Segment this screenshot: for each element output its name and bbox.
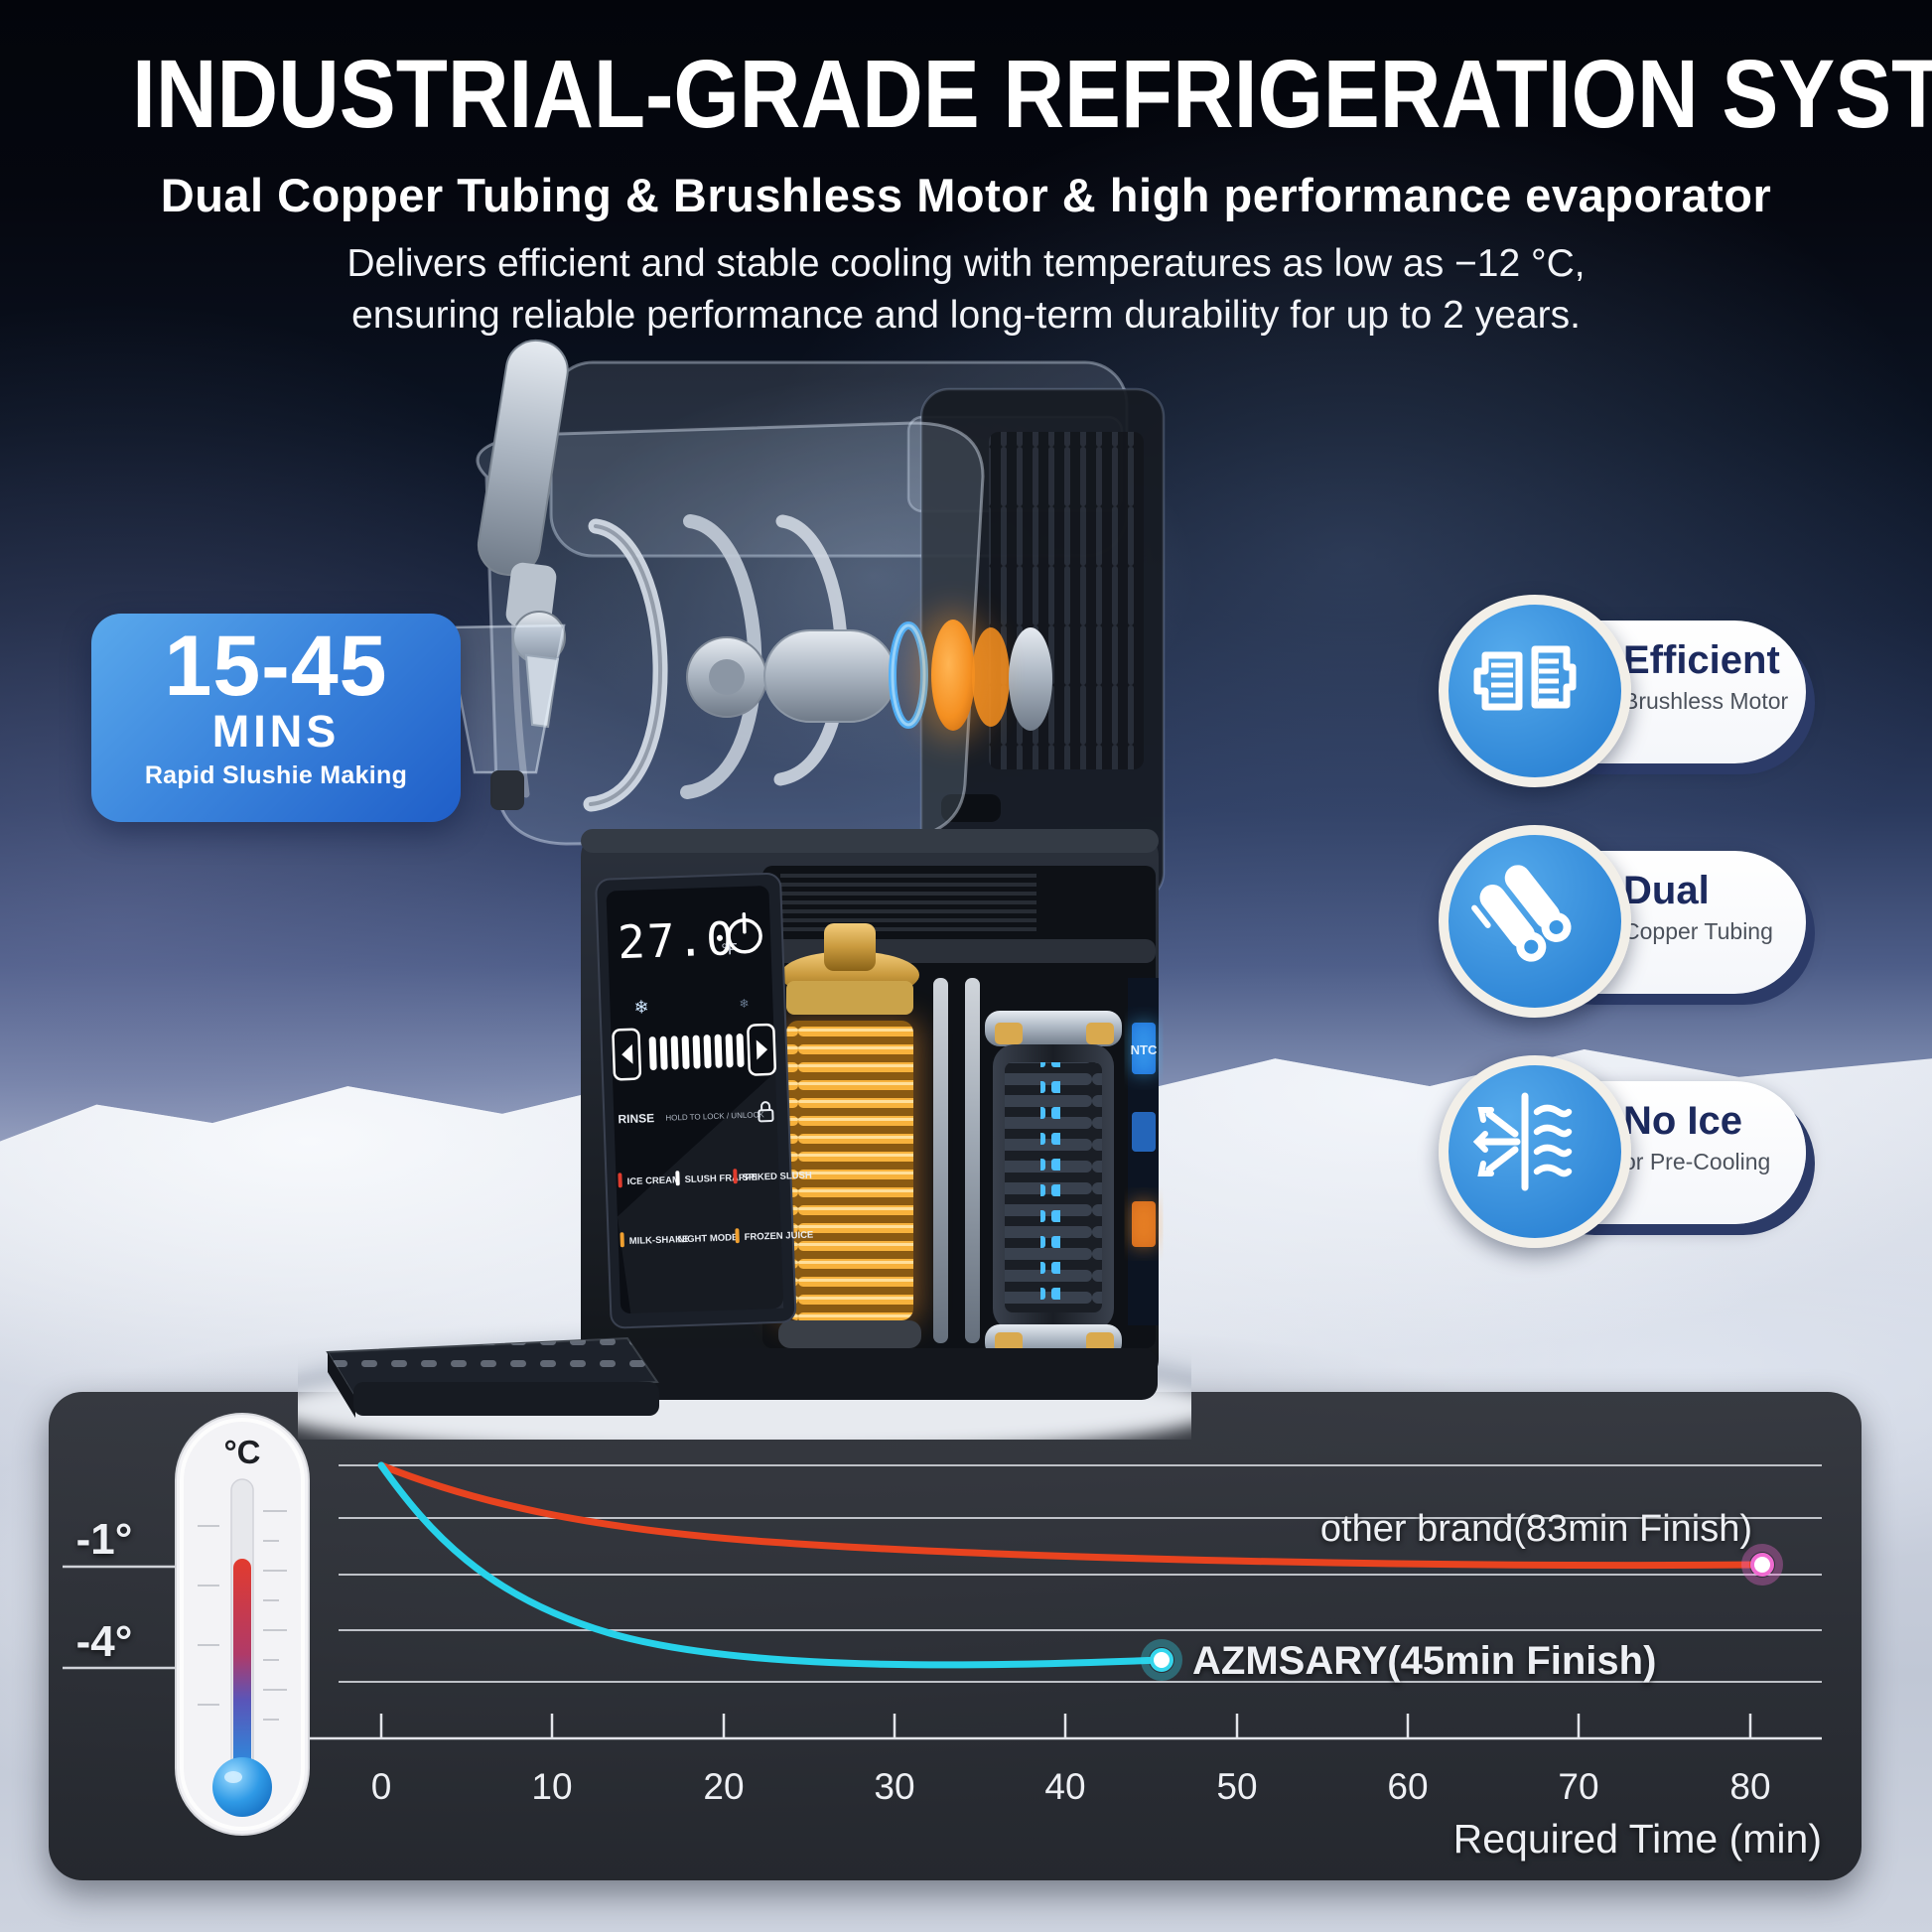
cooling-chart-panel: 0 10 20 30 40 50 60 70 80 Required Time … [49, 1392, 1862, 1880]
y-axis-labels: -1° -4° [63, 1515, 176, 1670]
circuit-board: NTC [1128, 978, 1159, 1325]
header: INDUSTRIAL-GRADE REFRIGERATION SYSTEM Du… [0, 0, 1932, 342]
feature-title: Efficient [1623, 638, 1780, 682]
display-temperature: 27.0 [617, 911, 737, 969]
svg-text:10: 10 [531, 1766, 572, 1807]
mode-frozen-juice[interactable]: FROZEN JUICE [744, 1230, 813, 1243]
endpoint-glow [1141, 1639, 1182, 1681]
description-line-2: ensuring reliable performance and long-t… [351, 293, 1581, 337]
svg-text:-4°: -4° [76, 1617, 133, 1666]
machine-illustration: NTC 27.0 °F ❄ ❄ [298, 339, 1191, 1440]
mode-spiked-slush[interactable]: SPIKED SLUSH [742, 1171, 812, 1183]
chart-gridlines [339, 1464, 1822, 1683]
feature-badge-no-ice: No Ice or Pre-Cooling [1439, 1055, 1905, 1254]
motor-shaft [686, 610, 1052, 741]
mode-ice-cream[interactable]: ICE CREAM [626, 1174, 680, 1187]
x-axis-ticks [379, 1714, 1752, 1738]
thermometer: °C [175, 1413, 310, 1836]
chip-label: NTC [1131, 1042, 1158, 1057]
description: Delivers efficient and stable cooling wi… [0, 238, 1932, 342]
feature-title: No Ice [1623, 1099, 1743, 1143]
endpoint-glow [1741, 1544, 1783, 1586]
x-axis-label: Required Time (min) [1453, 1816, 1822, 1862]
feature-subtitle: Copper Tubing [1623, 918, 1773, 944]
time-caption: Rapid Slushie Making [144, 761, 408, 790]
description-line-1: Delivers efficient and stable cooling wi… [346, 242, 1586, 285]
x-tick-labels: 0 10 20 30 40 50 60 70 80 [371, 1766, 1771, 1807]
page-subtitle: Dual Copper Tubing & Brushless Motor & h… [160, 169, 1772, 221]
page-title: INDUSTRIAL-GRADE REFRIGERATION SYSTEM [132, 40, 1932, 148]
feature-badge-dual: Dual Copper Tubing [1439, 825, 1905, 1024]
tap-handle [445, 339, 569, 810]
svg-text:70: 70 [1558, 1766, 1598, 1807]
feature-title: Dual [1623, 869, 1710, 912]
svg-text:50: 50 [1216, 1766, 1257, 1807]
lock-hint-label: HOLD TO LOCK / UNLOCK [665, 1110, 764, 1122]
mode-night-mode[interactable]: NIGHT MODE [678, 1232, 739, 1245]
machine-backlight-glow [427, 298, 1320, 854]
lock-icon[interactable] [758, 1101, 774, 1123]
snowflake-indicator-icon: ❄ [633, 997, 649, 1018]
snowflake-indicator-small-icon: ❄ [739, 997, 750, 1011]
series-label-azmsary: AZMSARY(45min Finish) [1192, 1639, 1656, 1683]
svg-text:60: 60 [1387, 1766, 1428, 1807]
series-azmsary: AZMSARY(45min Finish) [377, 1461, 1656, 1683]
drip-tray [326, 1336, 659, 1418]
svg-text:-1°: -1° [76, 1515, 133, 1564]
feature-badge-efficient: Efficient Brushless Motor [1439, 595, 1905, 793]
thermometer-unit: °C [223, 1434, 260, 1470]
svg-text:30: 30 [874, 1766, 914, 1807]
level-selector[interactable] [612, 1023, 776, 1081]
copper-tubes-icon [1471, 865, 1572, 962]
compressor [985, 1011, 1122, 1358]
level-bars [648, 1034, 745, 1071]
power-icon[interactable] [727, 912, 762, 954]
brushless-motor-icon [1473, 645, 1577, 711]
cooling-chart: 0 10 20 30 40 50 60 70 80 Required Time … [63, 1413, 1822, 1862]
copper-coil [778, 923, 921, 1348]
rapid-time-badge: 15-45 MINS Rapid Slushie Making [91, 614, 461, 822]
svg-text:80: 80 [1729, 1766, 1770, 1807]
svg-text:0: 0 [371, 1766, 392, 1807]
control-panel: 27.0 °F ❄ ❄ [595, 872, 814, 1329]
endpoint-dot [1750, 1553, 1774, 1577]
snowflake-airflow-icon [1472, 1092, 1573, 1191]
endpoint-dot [1150, 1648, 1173, 1672]
series-other-brand: other brand(83min Finish) [377, 1461, 1783, 1586]
feature-subtitle: Brushless Motor [1623, 688, 1789, 714]
mode-slush-frappe[interactable]: SLUSH FRAPPE [684, 1172, 758, 1185]
time-unit: MINS [211, 706, 341, 758]
svg-text:20: 20 [703, 1766, 744, 1807]
series-label-other-brand: other brand(83min Finish) [1320, 1508, 1752, 1550]
feature-icon-circle [1439, 825, 1631, 1018]
feature-subtitle: or Pre-Cooling [1623, 1149, 1771, 1174]
svg-text:40: 40 [1044, 1766, 1085, 1807]
mode-milkshake[interactable]: MILK-SHAKE [629, 1234, 689, 1247]
time-range: 15-45 [164, 619, 388, 714]
rinse-label[interactable]: RINSE [618, 1111, 654, 1126]
